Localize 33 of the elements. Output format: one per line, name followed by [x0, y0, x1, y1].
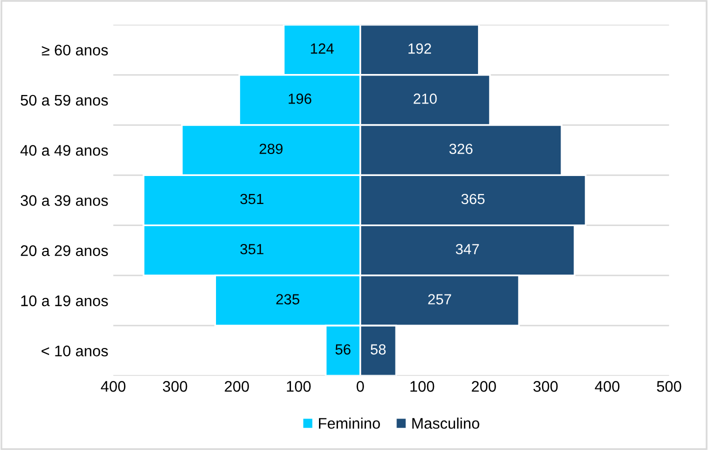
- legend-label: Feminino: [318, 418, 380, 429]
- x-tick-label: 400: [594, 381, 620, 392]
- y-tick-label: 40 a 49 anos: [20, 144, 108, 156]
- y-tick-label: < 10 anos: [42, 346, 108, 356]
- x-tick-label: 300: [533, 381, 558, 392]
- data-label: 196: [288, 94, 312, 104]
- x-tick-label: 400: [100, 381, 126, 392]
- data-label: 347: [456, 244, 479, 254]
- y-tick-label: 30 a 39 anos: [20, 195, 108, 206]
- data-label: 235: [276, 294, 300, 304]
- data-label: 58: [370, 344, 386, 355]
- x-tick-label: 300: [162, 381, 188, 392]
- x-tick-label: 100: [286, 381, 311, 392]
- y-tick-label: 50 a 59 anos: [20, 94, 108, 106]
- x-tick-label: 200: [472, 381, 496, 392]
- data-label: 289: [260, 144, 283, 154]
- y-tick-label: ≥ 60 anos: [42, 44, 108, 56]
- data-label: 192: [408, 43, 432, 54]
- data-label: 351: [240, 194, 264, 204]
- legend-label: Masculino: [412, 418, 480, 429]
- data-label: 124: [310, 43, 334, 54]
- x-tick-label: 500: [656, 381, 682, 392]
- x-tick-label: 100: [410, 381, 434, 392]
- x-tick-label: 200: [224, 381, 249, 392]
- data-label: 351: [240, 244, 264, 254]
- data-label: 56: [335, 344, 350, 355]
- data-label: 326: [449, 144, 472, 154]
- data-label: 257: [428, 294, 452, 304]
- y-tick-label: 20 a 29 anos: [20, 245, 108, 256]
- data-label: 210: [414, 94, 437, 104]
- data-label: 365: [461, 194, 485, 204]
- y-tick-label: 10 a 19 anos: [21, 295, 108, 306]
- x-tick-label: 0: [356, 381, 364, 392]
